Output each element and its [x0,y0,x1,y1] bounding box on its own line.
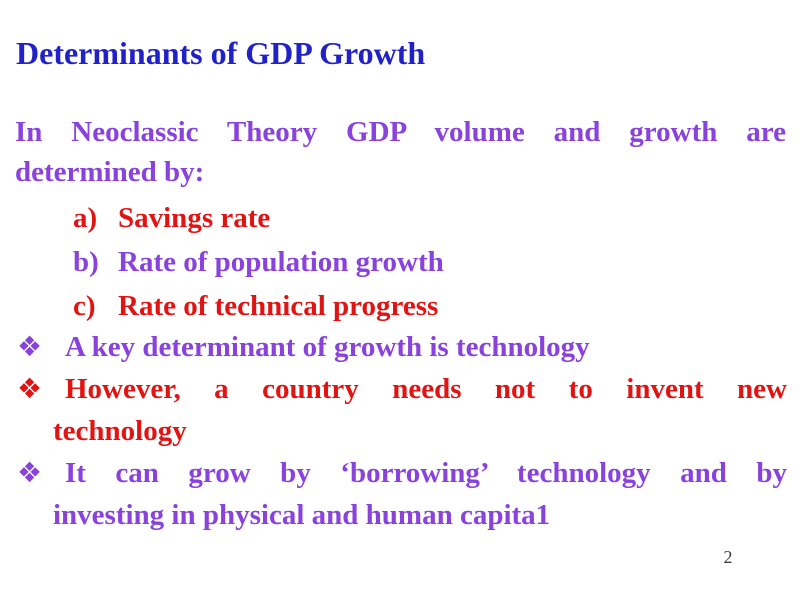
list-item-marker: a) [73,202,98,234]
bullet-line: A key determinant of growth is technolog… [65,331,590,363]
list-item: b) Rate of population growth [15,240,786,284]
slide-title: Determinants of GDP Growth [16,35,426,71]
diamond-bullet-icon: ❖ [17,456,43,489]
list-item-text: Savings rate [118,202,271,234]
bullet-item: ❖ A key determinant of growth is technolo… [15,326,787,368]
list-item-marker: c) [73,290,96,322]
list-item: c) Rate of technical progress [15,284,786,328]
diamond-bullet-icon: ❖ [17,330,43,363]
intro-paragraph: In Neoclassic Theory GDP volume and grow… [15,112,786,192]
list-item-text: Rate of technical progress [118,290,439,322]
bullet-item: ❖ However, a country needs not to invent … [15,368,787,452]
bullet-line: It can grow by ‘borrowing’ technology an… [65,457,787,489]
bullet-line: investing in physical and human capita1 [53,499,551,531]
list-item-marker: b) [73,246,99,278]
bullet-line: technology [53,415,187,447]
intro-line: In Neoclassic Theory GDP volume and grow… [15,116,786,148]
list-item-text: Rate of population growth [118,246,444,278]
intro-line: determined by: [15,156,205,188]
bullet-item: ❖ It can grow by ‘borrowing’ technology a… [15,452,787,536]
diamond-bullet-icon: ❖ [17,372,43,405]
bullet-list: ❖ A key determinant of growth is technolo… [15,326,787,536]
bullet-line: However, a country needs not to invent n… [65,373,787,405]
page-number: 2 [723,547,733,567]
abc-list: a) Savings rate b) Rate of population growt… [15,196,786,328]
list-item: a) Savings rate [15,196,786,240]
